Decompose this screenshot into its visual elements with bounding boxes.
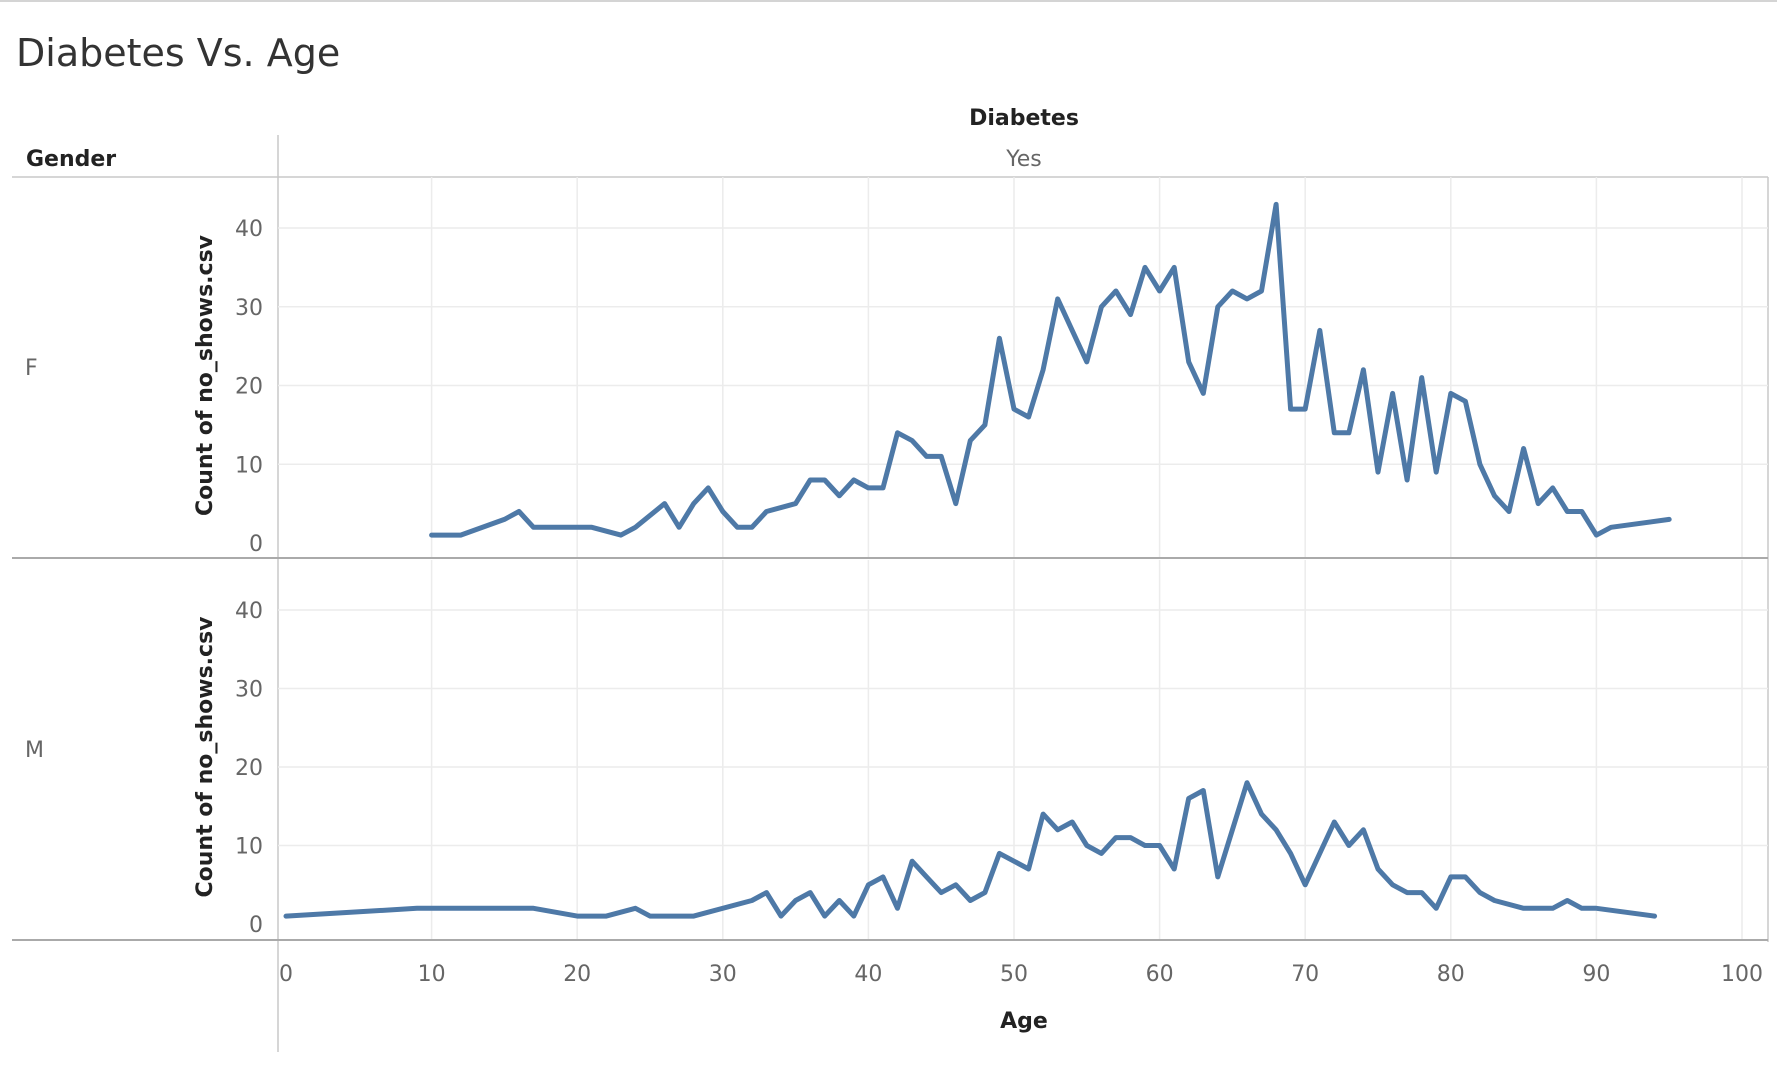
column-field-header: Diabetes bbox=[969, 106, 1079, 131]
y-tick-label: 0 bbox=[249, 532, 263, 557]
y-tick-label: 30 bbox=[235, 678, 263, 703]
y-tick-label: 30 bbox=[235, 296, 263, 321]
x-tick-label: 0 bbox=[279, 962, 293, 987]
x-tick-label: 30 bbox=[709, 962, 737, 987]
y-tick-label: 20 bbox=[235, 756, 263, 781]
grid-layer bbox=[278, 177, 1768, 940]
x-tick-label: 40 bbox=[854, 962, 882, 987]
column-value-label: Yes bbox=[1005, 147, 1042, 172]
x-tick-label: 70 bbox=[1291, 962, 1319, 987]
y-tick-label: 0 bbox=[249, 913, 263, 938]
y-tick-label: 40 bbox=[235, 599, 263, 624]
row-field-header: Gender bbox=[26, 147, 116, 172]
series-line-m bbox=[283, 780, 1658, 919]
y-tick-label: 20 bbox=[235, 375, 263, 400]
y-axis-label: Count of no_shows.csv bbox=[193, 234, 218, 516]
x-axis-label: Age bbox=[1000, 1009, 1048, 1034]
chart-title: Diabetes Vs. Age bbox=[16, 31, 340, 75]
x-tick-label: 60 bbox=[1146, 962, 1174, 987]
axis-layer: 0 10 20 30 40 Count of no_shows.csv F 0 10 20 30 40… bbox=[12, 217, 1768, 987]
y-tick-label: 10 bbox=[235, 835, 263, 860]
x-tick-label: 80 bbox=[1437, 962, 1465, 987]
x-tick-label: 10 bbox=[418, 962, 446, 987]
row-label-m: M bbox=[25, 738, 44, 763]
x-tick-label: 90 bbox=[1582, 962, 1610, 987]
y-tick-label: 40 bbox=[235, 217, 263, 242]
y-tick-label: 10 bbox=[235, 453, 263, 478]
x-tick-label: 100 bbox=[1721, 962, 1763, 987]
series-layer bbox=[283, 201, 1672, 919]
y-axis-label: Count of no_shows.csv bbox=[193, 616, 218, 898]
series-line-f bbox=[429, 201, 1672, 538]
x-tick-label: 50 bbox=[1000, 962, 1028, 987]
x-tick-label: 20 bbox=[563, 962, 591, 987]
row-label-f: F bbox=[25, 356, 38, 381]
